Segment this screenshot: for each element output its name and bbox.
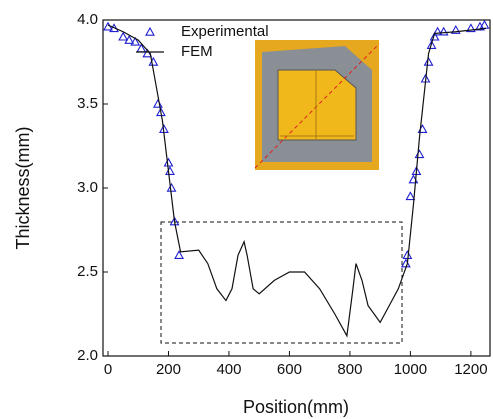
x-tick-label: 200: [156, 361, 181, 378]
legend-label: FEM: [181, 43, 213, 60]
zoom-box: [160, 221, 403, 344]
x-tick-label: 1200: [454, 361, 487, 378]
x-tick-label: 400: [216, 361, 241, 378]
x-axis-title: Position(mm): [243, 397, 349, 417]
fem-line: [107, 24, 487, 338]
x-tick-label: 0: [104, 361, 112, 378]
experimental-point: [152, 98, 163, 108]
x-tick-label: 600: [277, 361, 302, 378]
experimental-point: [402, 250, 413, 259]
experimental-point: [465, 23, 476, 33]
experimental-point: [400, 258, 411, 268]
inset-photo: [254, 40, 380, 170]
experimental-point: [169, 216, 180, 226]
experimental-point: [163, 157, 174, 167]
experimental-point: [166, 182, 177, 192]
experimental-point: [450, 24, 461, 34]
experimental-point: [136, 43, 147, 53]
experimental-point: [148, 56, 159, 66]
y-tick-label: 2.0: [77, 347, 98, 364]
experimental-point: [405, 191, 416, 201]
y-axis-title: Thickness(mm): [13, 126, 33, 249]
experimental-point: [414, 149, 425, 159]
legend-symbol: [145, 26, 155, 36]
legend-label: Experimental: [181, 23, 269, 40]
x-tick-label: 1000: [394, 361, 427, 378]
experimental-point: [438, 26, 449, 36]
experimental-point: [165, 166, 175, 175]
experimental-point: [479, 19, 490, 29]
experimental-point: [130, 36, 141, 46]
y-tick-label: 3.5: [77, 95, 98, 112]
experimental-point: [426, 40, 437, 49]
experimental-point: [423, 56, 434, 66]
experimental-point: [174, 250, 184, 259]
experimental-point: [124, 35, 135, 44]
experimental-point: [432, 26, 443, 36]
y-tick-label: 2.5: [77, 263, 98, 280]
experimental-point: [118, 31, 129, 41]
experimental-point: [429, 31, 440, 41]
y-tick-label: 4.0: [77, 11, 98, 28]
x-tick-label: 800: [337, 361, 362, 378]
y-tick-label: 3.0: [77, 179, 98, 196]
